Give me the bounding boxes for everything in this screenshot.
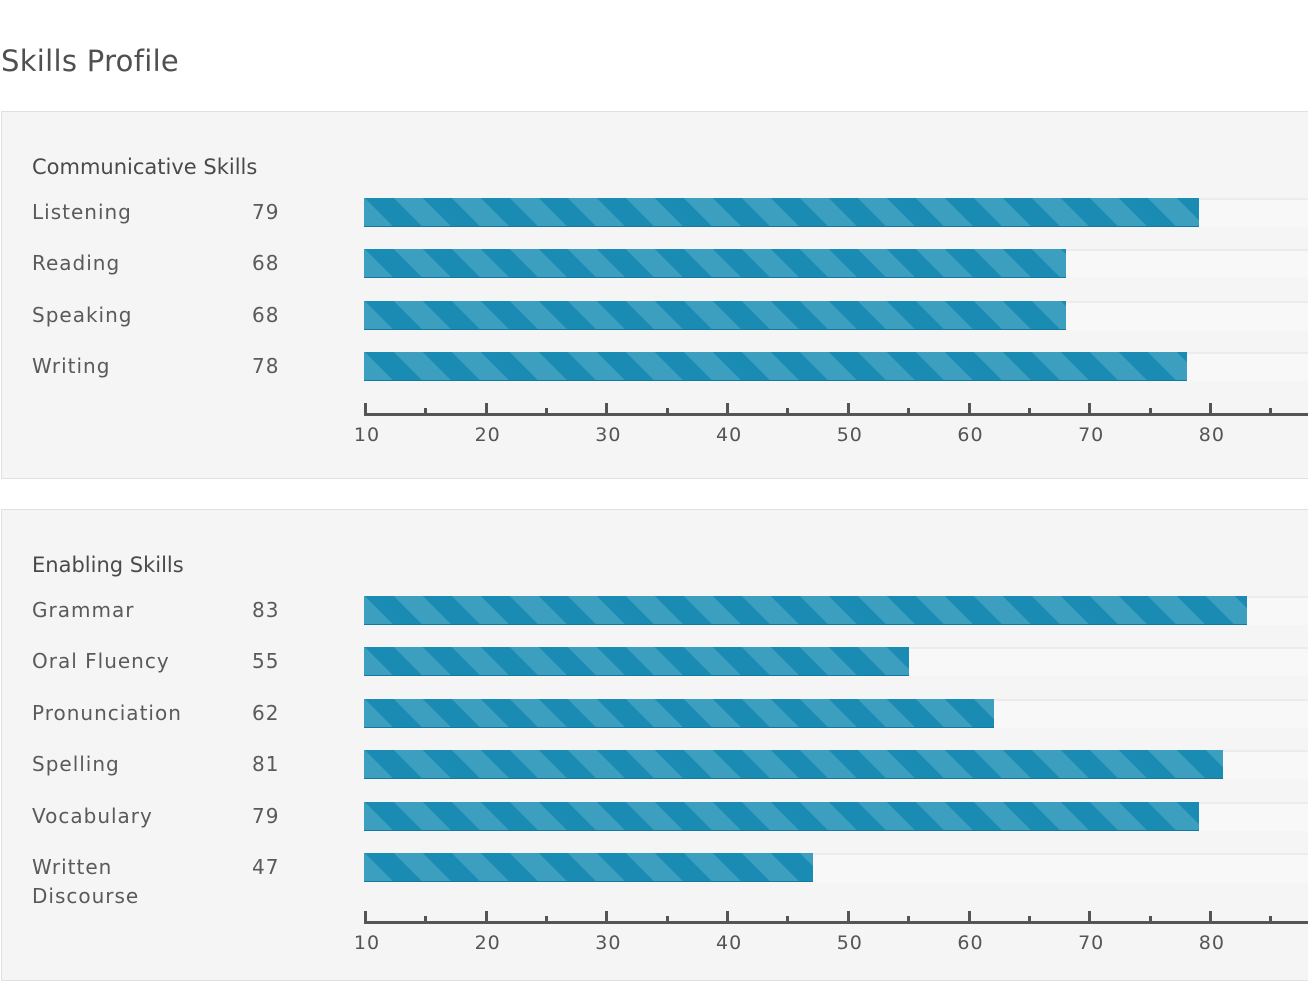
bar-speaking: [364, 300, 1067, 330]
minor-tick: [786, 408, 790, 414]
minor-tick: [1148, 916, 1152, 922]
x-axis: [364, 921, 1308, 924]
bar-grammar: [364, 595, 1248, 625]
major-tick: [605, 403, 609, 414]
minor-tick: [545, 916, 549, 922]
skill-label: Writing: [32, 354, 111, 378]
major-tick: [726, 403, 730, 414]
major-tick: [484, 403, 488, 414]
x-tick-label: 50: [836, 424, 863, 446]
skill-score: 79: [252, 199, 280, 224]
skill-score: 47: [252, 855, 280, 879]
minor-tick: [424, 408, 428, 414]
x-tick-label: 70: [1078, 424, 1105, 446]
minor-tick: [907, 916, 911, 922]
x-axis: [364, 413, 1308, 416]
x-tick-label: 80: [1198, 932, 1225, 954]
bar-reading: [364, 249, 1067, 278]
x-tick-label: 30: [595, 932, 622, 954]
minor-tick: [907, 408, 911, 414]
skill-label: Grammar: [32, 597, 135, 622]
x-tick-label: 50: [836, 932, 863, 954]
section-heading: Enabling Skills: [32, 553, 184, 577]
x-tick-label: 40: [716, 932, 743, 954]
x-tick-label: 70: [1078, 932, 1105, 954]
skill-label: Written Discourse: [32, 855, 140, 908]
major-tick: [1208, 911, 1212, 922]
major-tick: [1088, 911, 1092, 922]
skill-score: 68: [252, 251, 280, 275]
skill-label: Vocabulary: [32, 803, 153, 828]
major-tick: [967, 911, 971, 922]
major-tick: [605, 911, 609, 922]
bar-spelling: [364, 750, 1223, 779]
x-tick-label: 60: [957, 424, 984, 446]
minor-tick: [1269, 408, 1273, 414]
major-tick: [846, 911, 850, 922]
skill-score: 79: [252, 803, 280, 828]
x-tick-label: 30: [595, 424, 622, 446]
skill-score: 62: [252, 700, 280, 725]
major-tick: [1208, 403, 1212, 414]
page-title: Skills Profile: [1, 44, 180, 78]
minor-tick: [1027, 916, 1031, 922]
skill-label: Spelling: [32, 752, 120, 776]
major-tick: [1088, 403, 1092, 414]
x-tick-label: 20: [474, 424, 501, 446]
skill-score: 55: [252, 649, 280, 673]
bar-vocabulary: [364, 801, 1199, 831]
major-tick: [726, 911, 730, 922]
minor-tick: [665, 916, 669, 922]
skill-score: 68: [252, 302, 280, 327]
skill-score: 83: [252, 597, 280, 622]
minor-tick: [1269, 916, 1273, 922]
x-tick-label: 20: [474, 932, 501, 954]
skill-score: 81: [252, 752, 280, 776]
major-tick: [484, 911, 488, 922]
minor-tick: [424, 916, 428, 922]
minor-tick: [1027, 408, 1031, 414]
skill-label: Oral Fluency: [32, 649, 170, 673]
minor-tick: [786, 916, 790, 922]
bar-pronunciation: [364, 698, 994, 728]
minor-tick: [545, 408, 549, 414]
x-tick-label: 80: [1198, 424, 1225, 446]
x-tick-label: 40: [716, 424, 743, 446]
skill-label: Pronunciation: [32, 700, 182, 725]
major-tick: [364, 403, 367, 414]
x-tick-label: 60: [957, 932, 984, 954]
skill-label: Reading: [32, 251, 121, 275]
enabling-skills-panel: Enabling Skills Grammar 83 Oral Fluency 55 P…: [1, 509, 1308, 981]
minor-tick: [1148, 408, 1152, 414]
bar-written-discourse: [364, 853, 813, 882]
x-tick-label: 10: [353, 932, 381, 954]
minor-tick: [665, 408, 669, 414]
x-tick-label: 10: [353, 424, 381, 446]
major-tick: [846, 403, 850, 414]
section-heading: Communicative Skills: [32, 155, 258, 179]
major-tick: [364, 911, 367, 922]
bar-oral-fluency: [364, 647, 910, 676]
bar-writing: [364, 352, 1187, 381]
skill-label: Speaking: [32, 302, 133, 327]
major-tick: [967, 403, 971, 414]
skill-score: 78: [252, 354, 280, 378]
bar-listening: [364, 197, 1199, 227]
skill-label: Listening: [32, 199, 132, 224]
communicative-skills-panel: Communicative Skills Listening 79 Reading 6…: [1, 111, 1308, 479]
